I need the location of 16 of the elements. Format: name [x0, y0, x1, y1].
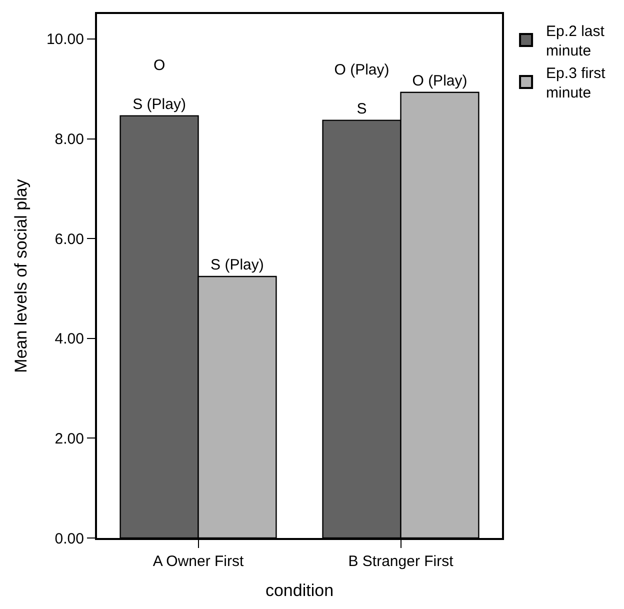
- data-label: S (Play): [210, 256, 264, 274]
- text: O S (Play): [132, 56, 186, 113]
- legend-label: Ep.2 last minute: [546, 23, 606, 60]
- x-tick-label: A Owner First: [152, 553, 244, 570]
- y-tick-label: 2.00: [54, 430, 84, 448]
- text: O (Play) S: [334, 61, 390, 118]
- x-axis-title: condition: [265, 580, 334, 600]
- y-tick-label: 6.00: [54, 230, 84, 248]
- y-axis-title: Mean levels of social play: [12, 178, 31, 373]
- y-tick-label: 0.00: [54, 530, 84, 548]
- x-tick-label: B Stranger First: [348, 553, 454, 570]
- y-tick-label: 4.00: [54, 330, 84, 348]
- y-tick-label: 10.00: [46, 31, 84, 48]
- y-tick-label: 8.00: [54, 131, 84, 148]
- data-label: O (Play): [412, 72, 468, 90]
- legend-label: Ep.3 first minute: [546, 65, 606, 102]
